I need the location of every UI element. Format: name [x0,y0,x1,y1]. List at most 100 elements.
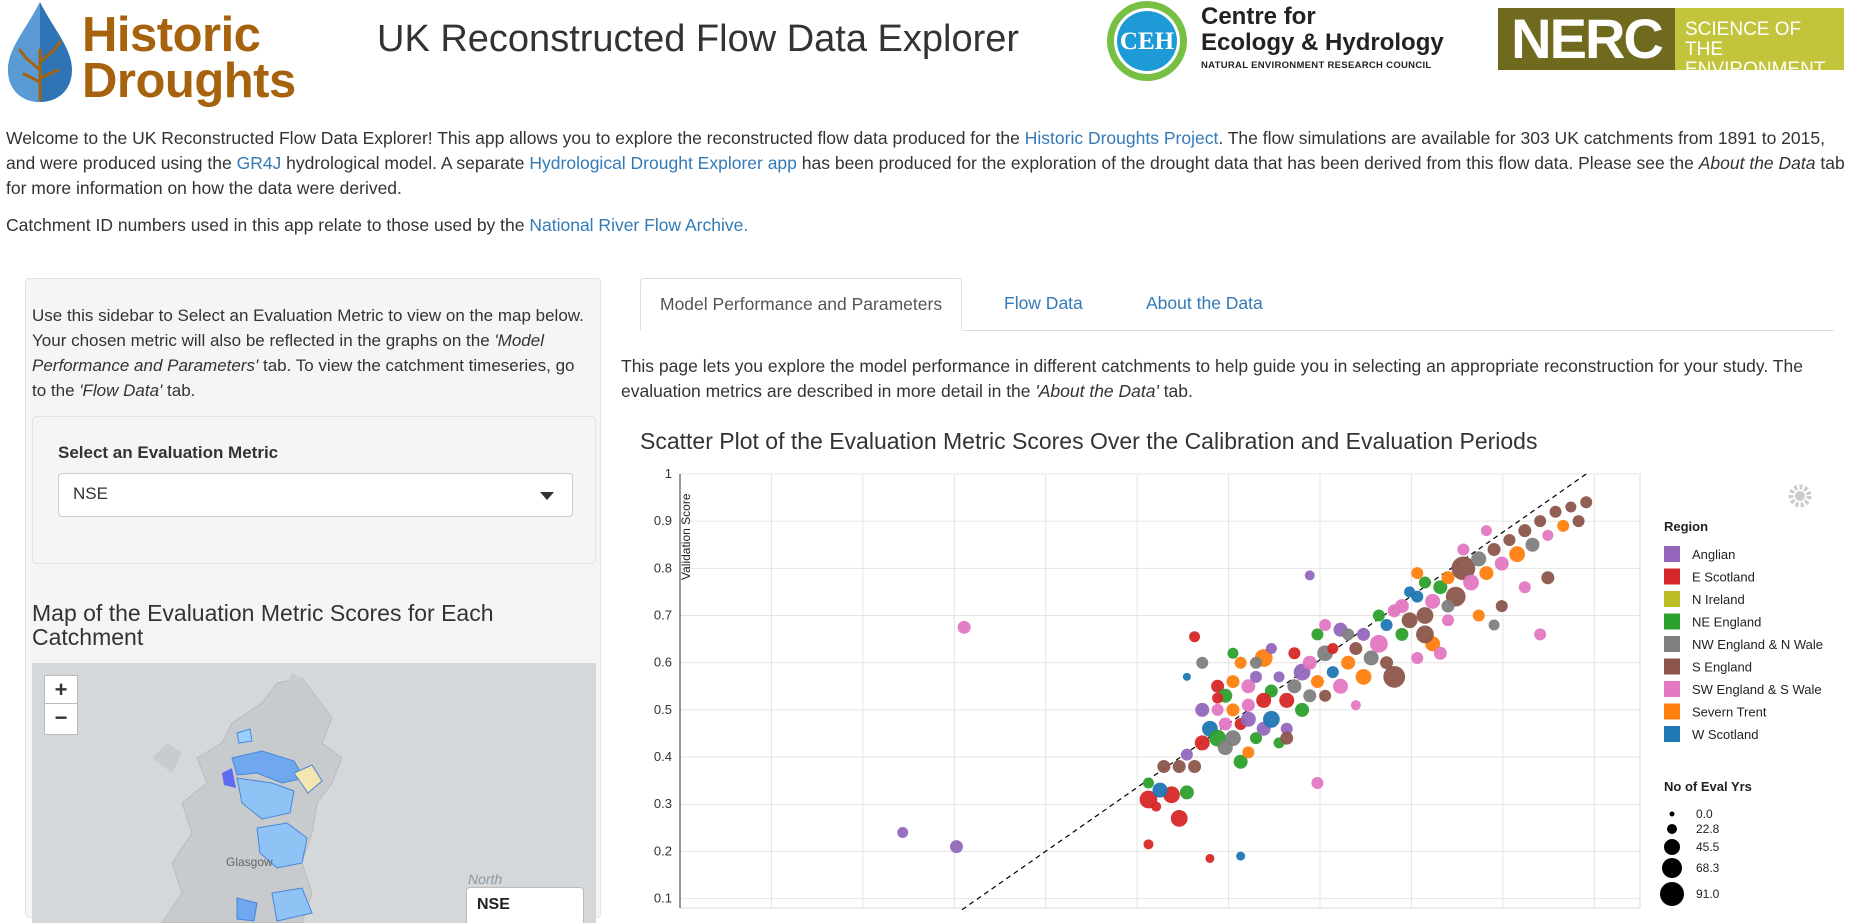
data-point [1182,672,1191,681]
data-point [1425,593,1441,609]
ceh-logo: CEH Centre for Ecology & Hydrology NATUR… [1103,0,1463,82]
data-point [1142,777,1154,789]
historic-droughts-link[interactable]: Historic Droughts Project [1024,128,1219,148]
data-point [1494,556,1509,571]
metric-select-value: NSE [73,484,108,503]
logo-line-1: Historic [82,8,261,62]
data-point [1180,748,1193,761]
legend-label: NW England & N Wale [1692,637,1823,652]
sidebar-help-text: Use this sidebar to Select an Evaluation… [32,303,584,403]
data-point [1350,700,1361,711]
data-point [1418,576,1431,589]
nerc-tagline-1: SCIENCE OF THE [1685,19,1802,60]
map-legend-control: NSE [466,887,584,923]
page-description-part: tab. [1158,381,1193,401]
gr4j-link[interactable]: GR4J [236,153,282,173]
map-region-label: North [468,871,503,887]
data-point [1225,730,1241,747]
legend-label: NE England [1692,615,1761,630]
data-point [1534,628,1547,641]
data-point [1195,702,1210,717]
sidebar-text-part: tab. [162,381,196,400]
legend-swatch [1664,568,1680,585]
intro-text-part: . The flow simulations are available for… [6,128,1825,173]
data-point [1401,612,1418,629]
size-legend-dot [1669,811,1675,817]
page-description: This page lets you explore the model per… [621,354,1851,404]
region-legend: Anglian E Scotland N Ireland NE England NW E… [1664,546,1823,742]
size-legend-label: 68.3 [1696,861,1720,875]
data-point [1250,670,1262,683]
data-point [1357,627,1371,641]
data-point [1525,537,1540,552]
data-point [1304,570,1315,581]
data-point [1250,732,1262,745]
legend-label: S England [1692,660,1752,675]
data-point [1205,853,1215,863]
y-tick-label: 0.3 [654,796,672,811]
size-legend-label: 22.8 [1696,822,1720,836]
legend-swatch [1664,703,1680,720]
intro-text-part: Catchment ID numbers used in this app re… [6,215,530,235]
legend-label: Anglian [1692,547,1735,562]
legend-swatch [1664,658,1680,675]
data-point [1509,546,1526,563]
catchment-map[interactable]: + − Glasgow North NSE [32,663,596,923]
legend-swatch [1664,546,1680,562]
data-point [1503,534,1516,547]
legend-label: Severn Trent [1692,705,1767,720]
chevron-down-icon [540,492,554,500]
data-point [1236,851,1246,861]
data-point [1580,496,1593,509]
data-point [1264,684,1278,698]
legend-swatch [1664,681,1680,697]
tab-model-performance[interactable]: Model Performance and Parameters [640,278,963,331]
data-point [1211,703,1224,716]
ceh-subtitle: NATURAL ENVIRONMENT RESEARCH COUNCIL [1201,60,1432,71]
data-point [1541,571,1555,585]
intro-text-part: tab for more information on how the data… [6,153,1845,198]
size-legend-dot [1662,858,1682,878]
data-point [1332,678,1348,694]
chart-grid [679,473,1641,909]
data-point [949,840,963,854]
scatter-chart[interactable]: 1 0.9 0.8 0.7 0.6 0.5 0.4 0.3 0.2 0.1 Validation … [640,460,1840,910]
data-point [1295,702,1310,717]
data-point [1488,619,1500,631]
data-point [1256,692,1272,708]
legend-label: SW England & S Wale [1692,682,1822,697]
data-point [1471,551,1487,567]
header: Historic Droughts UK Reconstructed Flow … [0,0,1861,110]
map-zoom-out-button[interactable]: − [44,703,78,735]
size-legend-dot [1660,882,1684,906]
data-point [1280,722,1293,735]
data-point [1395,627,1409,641]
y-tick-label: 0.6 [654,655,672,670]
data-point [1241,698,1255,712]
data-point [1572,515,1585,528]
data-point [1387,604,1401,618]
map-title: Map of the Evaluation Metric Scores for … [32,600,494,650]
nrfa-link[interactable]: National River Flow Archive. [529,215,749,235]
data-point [1172,759,1186,773]
map-zoom-in-button[interactable]: + [44,675,78,707]
tab-flow-data[interactable]: Flow Data [1004,293,1083,313]
data-point [1303,689,1317,703]
nerc-tagline-2: ENVIRONMENT [1685,59,1826,80]
nerc-logo: NERC SCIENCE OF THE ENVIRONMENT [1498,8,1844,80]
data-point [1211,679,1225,693]
metric-select[interactable]: NSE [58,473,573,517]
size-legend-label: 45.5 [1696,840,1720,854]
legend-swatch [1664,726,1680,742]
data-point [1319,689,1332,702]
drought-explorer-link[interactable]: Hydrological Drought Explorer app [529,153,797,173]
data-point [1416,607,1434,624]
data-point [1194,735,1210,751]
data-point [1565,501,1577,513]
data-point [1341,655,1356,670]
data-point [1157,759,1171,773]
nerc-wordmark: NERC [1498,8,1675,70]
tab-about-data[interactable]: About the Data [1146,293,1263,313]
data-point [1327,643,1339,655]
data-point [1369,634,1388,653]
